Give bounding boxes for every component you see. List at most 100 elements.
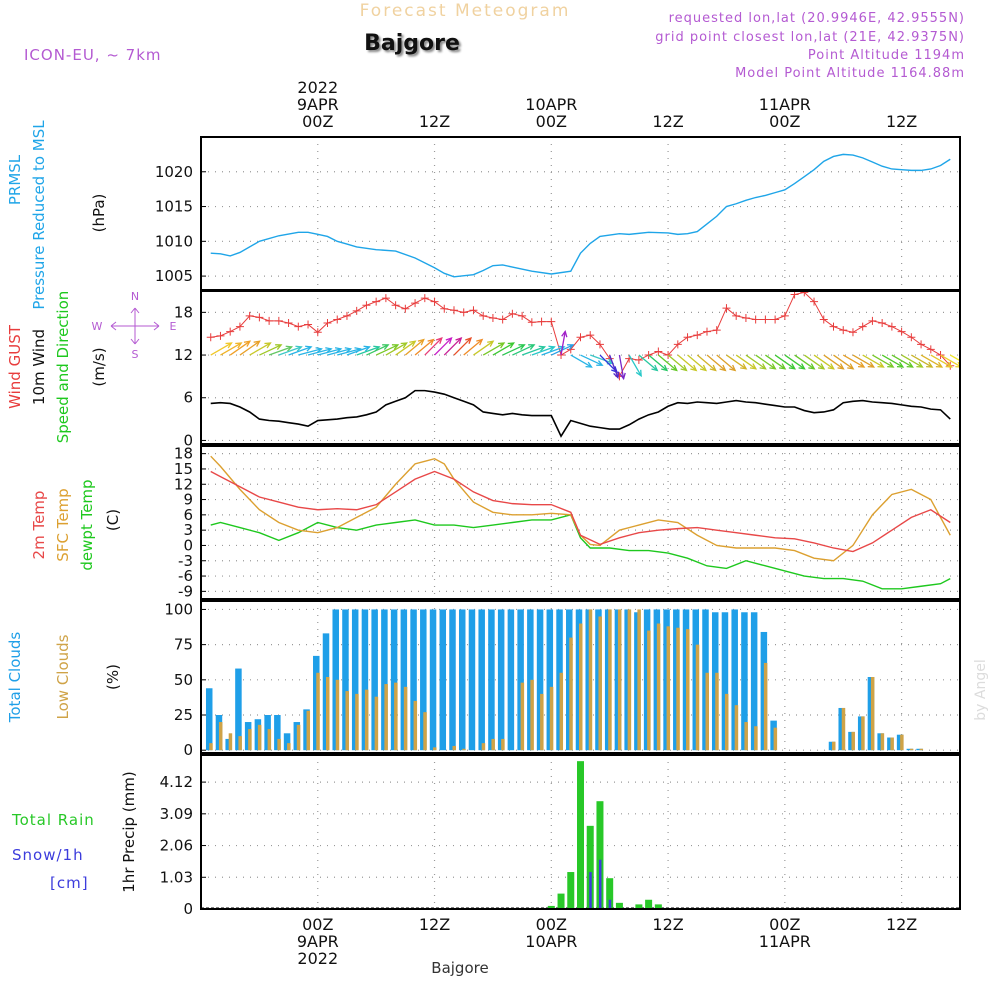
low-cloud-bar — [394, 682, 398, 751]
wind-arrow-head — [334, 347, 343, 354]
wind-arrow — [774, 354, 796, 370]
wind-arrow — [541, 346, 565, 356]
sfc-temp-line — [210, 455, 951, 562]
total-cloud-bar — [371, 609, 378, 751]
wind-arrow — [648, 354, 668, 371]
wind-arrow-head — [427, 338, 435, 346]
wind-arrow — [414, 339, 434, 356]
wind-arrow-head — [847, 363, 855, 370]
wind-arrow — [307, 348, 332, 356]
low-cloud-bar — [355, 693, 359, 751]
wind-arrow-head — [243, 340, 252, 347]
gust-marker — [420, 294, 429, 303]
wind-arrow — [278, 346, 302, 356]
snow-bar — [598, 859, 602, 909]
wind-arrow — [288, 346, 312, 356]
side-label: (%) — [104, 664, 122, 690]
temp-line — [210, 470, 951, 553]
wind-arrow — [599, 354, 618, 373]
y-tick-label: 3 — [183, 521, 193, 539]
wind-arrow-head — [827, 363, 835, 370]
wind-arrow-head — [409, 340, 417, 347]
rain-bar — [606, 878, 614, 909]
wind-arrow-head — [749, 363, 758, 370]
wind-arrow-head — [709, 364, 717, 372]
gust-marker — [547, 317, 556, 326]
gust-marker — [294, 322, 303, 331]
wind-arrow-head — [325, 347, 333, 354]
gust-marker — [333, 315, 342, 324]
legend-snow: Snow/1h — [12, 846, 84, 864]
gust-marker — [216, 331, 225, 340]
wind-arrow-head — [661, 364, 669, 372]
gust-marker — [450, 306, 458, 315]
wind-arrow-head — [315, 347, 323, 354]
y-tick-label: 12 — [174, 475, 193, 493]
gust-marker — [673, 340, 682, 349]
wind-arrow — [424, 337, 443, 356]
wind-arrow — [862, 354, 884, 368]
y-tick-label: 1020 — [155, 163, 193, 181]
y-tick-label: 0 — [183, 536, 193, 554]
gust-marker — [810, 297, 819, 306]
panel-frame — [200, 754, 961, 910]
low-cloud-bar — [520, 682, 525, 751]
wind-arrow — [229, 340, 251, 356]
top-time-label: 12Z — [652, 112, 683, 131]
gust-marker — [304, 320, 313, 329]
gust-marker — [313, 328, 322, 337]
low-cloud-bar — [326, 677, 330, 751]
wind-arrow-head — [235, 342, 243, 349]
model-altitude: Model Point Altitude 1164.88m — [735, 66, 965, 81]
wind-arrow — [492, 342, 515, 356]
y-tick-label: 2.06 — [160, 837, 193, 855]
low-cloud-bar — [423, 712, 427, 751]
wind-arrow-head — [561, 329, 568, 338]
low-cloud-bar — [559, 672, 564, 751]
wind-arrow — [609, 354, 619, 378]
wind-arrow — [706, 354, 726, 371]
gust-marker — [926, 345, 935, 354]
wind-arrow-head — [965, 362, 971, 367]
wind-arrow-head — [253, 340, 261, 347]
total-cloud-bar — [351, 609, 359, 751]
gust-marker — [586, 331, 595, 340]
rain-bar — [635, 904, 643, 909]
low-cloud-bar — [890, 737, 894, 751]
wind-arrow-head — [497, 342, 506, 349]
gust-marker — [858, 322, 867, 331]
low-cloud-bar — [569, 637, 573, 751]
gust-marker — [235, 322, 244, 331]
wind-arrow — [618, 354, 625, 379]
side-label: 1hr Precip (mm) — [120, 771, 138, 892]
gust-marker — [381, 294, 390, 303]
low-cloud-bar — [228, 733, 233, 751]
wind-arrow-head — [740, 363, 748, 370]
gust-marker — [391, 301, 400, 310]
wind-arrow — [716, 354, 736, 371]
low-cloud-bar — [384, 684, 388, 751]
y-tick-label: 50 — [174, 671, 193, 689]
top-time-label: 00Z — [536, 112, 567, 131]
y-tick-label: 18 — [174, 303, 193, 321]
gust-marker — [907, 333, 916, 342]
wind-arrow — [696, 354, 717, 371]
y-tick-label: 12 — [174, 346, 193, 364]
compass-south: S — [132, 348, 139, 361]
wind-arrow-head — [465, 337, 473, 344]
top-time-label: 12Z — [886, 112, 917, 131]
top-time-label: 10APR — [525, 95, 577, 114]
gust-marker — [595, 340, 604, 349]
wind-arrow-head — [400, 342, 408, 349]
bottom-time-label: 00Z — [769, 915, 800, 934]
wind-arrow — [930, 354, 952, 368]
side-label: (C) — [104, 509, 122, 531]
gust-marker — [245, 311, 254, 320]
wind-arrow-head — [729, 364, 737, 372]
y-tick-label: 1.03 — [160, 868, 193, 886]
y-tick-label: 75 — [174, 636, 193, 654]
panel-3: 0 25 50 75 100 — [164, 600, 961, 759]
